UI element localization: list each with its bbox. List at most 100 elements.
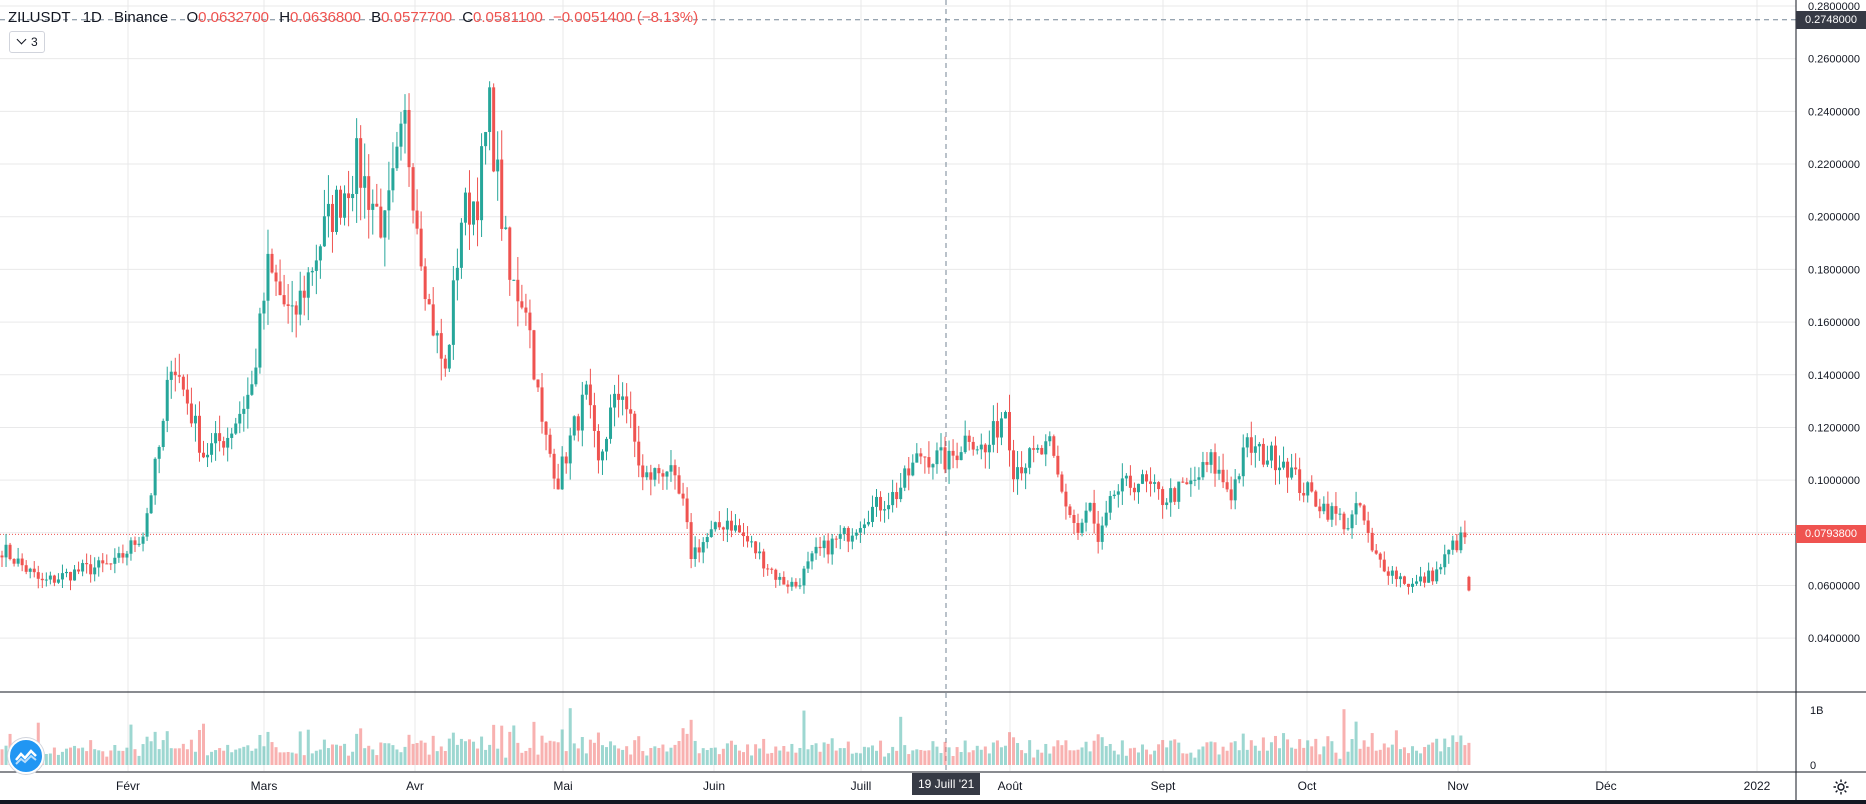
candle-body (1346, 528, 1350, 530)
volume-bar (1036, 749, 1040, 765)
volume-bar (576, 748, 580, 765)
candle-body (633, 413, 637, 442)
volume-bar (975, 745, 979, 765)
candle-body (725, 520, 729, 530)
volume-bar (1136, 752, 1140, 765)
volume-bar (1020, 750, 1024, 765)
candle-body (879, 496, 883, 511)
volume-bar (218, 748, 222, 765)
volume-bar (955, 747, 959, 765)
volume-bar (197, 729, 201, 765)
candle-body (729, 520, 733, 531)
candle-body (657, 468, 661, 474)
volume-bar (1072, 750, 1076, 765)
candle-body (830, 538, 834, 555)
candle-body (1028, 448, 1032, 468)
candle-body (810, 553, 814, 562)
volume-bar (770, 752, 774, 765)
candle-series (0, 81, 1471, 595)
volume-bar (1225, 750, 1229, 765)
volume-bar (274, 747, 278, 765)
candle-body (645, 472, 649, 478)
candle-body (576, 416, 580, 431)
volume-bar (278, 752, 282, 765)
volume-tick-label: 1B (1810, 705, 1823, 717)
volume-bar (617, 748, 621, 765)
volume-bar (891, 746, 895, 765)
candle-body (1149, 481, 1153, 484)
volume-bar (742, 752, 746, 765)
volume-bar (879, 740, 883, 765)
volume-bar (141, 744, 145, 765)
volume-bar (451, 732, 455, 765)
volume-bar (725, 743, 729, 765)
candle-body (93, 567, 97, 575)
candle-body (621, 396, 625, 400)
volume-bar (895, 750, 899, 765)
volume-bar (729, 740, 733, 765)
candle-body (713, 522, 717, 530)
volume-bar (310, 753, 314, 765)
volume-bar (1233, 741, 1237, 765)
volume-bar (1197, 749, 1201, 765)
volume-bar (750, 755, 754, 765)
candle-body (766, 568, 770, 570)
candle-body (149, 495, 153, 514)
candle-body (254, 367, 258, 385)
volume-bar (1165, 747, 1169, 765)
candle-body (282, 295, 286, 305)
tradingview-logo-icon[interactable] (8, 738, 44, 774)
candle-body (1064, 491, 1068, 507)
volume-bar (838, 748, 842, 765)
candle-body (1020, 467, 1024, 474)
indicators-toggle-button[interactable]: 3 (9, 31, 45, 53)
gear-icon[interactable] (1832, 778, 1850, 796)
volume-bar (1463, 745, 1467, 765)
volume-bar (395, 749, 399, 765)
candle-body (467, 192, 471, 225)
exchange: Binance (114, 9, 169, 26)
candle-body (214, 433, 218, 444)
interval[interactable]: 1D (82, 9, 102, 26)
candle-body (222, 441, 226, 448)
volume-bar (822, 742, 826, 765)
candle-body (1056, 455, 1060, 475)
candle-body (472, 201, 476, 225)
candle-body (1386, 571, 1390, 576)
candle-body (85, 563, 89, 565)
candle-body (391, 168, 395, 191)
volume-bar (1108, 743, 1112, 765)
symbol-name[interactable]: ZILUSDT (8, 9, 71, 26)
chevron-down-icon (16, 34, 27, 45)
volume-bar (806, 749, 810, 765)
volume-bar (250, 750, 254, 765)
candle-body (609, 407, 613, 439)
volume-bar (467, 739, 471, 765)
volume-bar (367, 745, 371, 765)
volume-bar (560, 729, 564, 765)
volume-bar (1044, 743, 1048, 765)
volume-bar (588, 739, 592, 765)
candle-body (371, 203, 375, 210)
volume-bar (157, 749, 161, 765)
candle-body (1338, 513, 1342, 515)
candle-body (480, 146, 484, 221)
volume-bar (600, 745, 604, 765)
volume-bar (476, 748, 480, 765)
volume-bar (1209, 741, 1213, 765)
volume-bar (778, 750, 782, 765)
volume-bar (1374, 750, 1378, 765)
volume-bar (1286, 739, 1290, 765)
volume-bar (1406, 753, 1410, 765)
candle-body (125, 553, 129, 558)
candle-body (1298, 469, 1302, 493)
volume-bar (1120, 740, 1124, 765)
candle-body (1112, 494, 1116, 497)
candle-body (717, 522, 721, 528)
open-key: O (186, 9, 199, 26)
candle-body (826, 540, 830, 555)
candle-body (979, 444, 983, 450)
candle-body (1427, 570, 1431, 583)
volume-bar (48, 753, 52, 765)
